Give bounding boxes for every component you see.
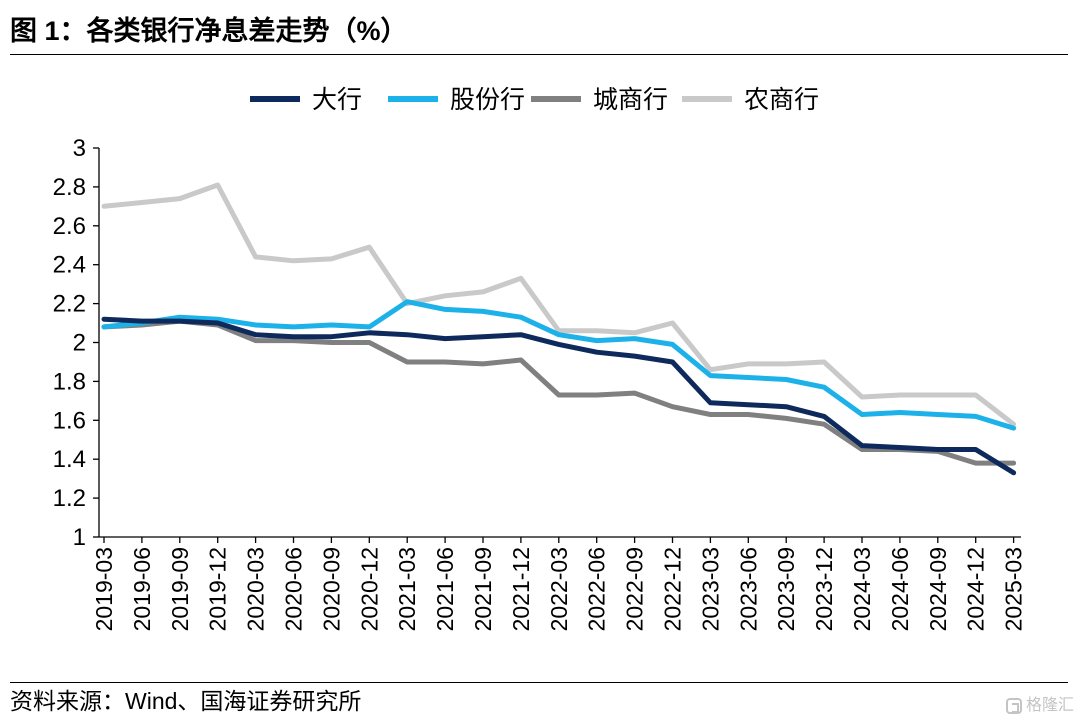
x-tick-label: 2022-06: [584, 547, 610, 631]
y-tick-label: 1.6: [53, 407, 86, 434]
logo-icon: [1005, 698, 1022, 714]
y-tick-label: 2: [73, 330, 86, 357]
x-axis-ticks: 2019-03 2019-06 2019-09 2019-12 2020-03 2020-…: [91, 537, 1027, 631]
legend-item: 农商行: [682, 86, 819, 114]
x-tick-label: 2023-06: [735, 547, 761, 631]
y-tick-label: 1.8: [53, 368, 86, 395]
x-tick-label: 2019-09: [167, 547, 193, 631]
figure-title: 图 1：各类银行净息差走势（%）: [10, 16, 408, 46]
x-tick-label: 2019-06: [129, 547, 155, 631]
x-tick-label: 2024-09: [925, 547, 951, 631]
watermark-text: 格隆汇: [1025, 697, 1074, 714]
y-tick-label: 2.2: [53, 291, 86, 318]
y-axis-ticks: 3 2.8 2.6 2.4 2.2 2 1.8 1.6 1.4 1.2 1: [53, 135, 99, 551]
series-line-大行: [101, 316, 1017, 476]
x-tick-label: 2022-09: [622, 547, 648, 631]
watermark-logo: 格隆汇: [1005, 696, 1074, 716]
x-tick-label: 2022-03: [546, 547, 572, 631]
x-tick-label: 2021-03: [394, 547, 420, 631]
series-lines: [101, 182, 1017, 476]
y-tick-label: 2.4: [53, 252, 86, 279]
x-tick-label: 2023-12: [811, 547, 837, 631]
x-tick-label: 2022-12: [660, 547, 686, 631]
x-tick-label: 2021-09: [470, 547, 496, 631]
x-tick-label: 2024-03: [849, 547, 875, 631]
legend-item: 城商行: [531, 86, 668, 114]
x-tick-label: 2020-12: [356, 547, 382, 631]
x-tick-label: 2021-06: [432, 547, 458, 631]
x-tick-label: 2024-12: [963, 547, 989, 631]
y-tick-label: 1.4: [53, 446, 86, 473]
x-tick-label: 2020-06: [281, 547, 307, 631]
legend-label: 农商行: [744, 86, 819, 114]
y-tick-label: 2.6: [53, 213, 86, 240]
y-tick-label: 1.2: [53, 485, 86, 512]
x-tick-label: 2023-09: [773, 547, 799, 631]
x-tick-label: 2024-06: [887, 547, 913, 631]
legend-label: 城商行: [593, 86, 668, 114]
x-tick-label: 2020-09: [318, 547, 344, 631]
y-tick-label: 2.8: [53, 174, 86, 201]
legend-item: 股份行: [388, 86, 525, 114]
x-tick-label: 2021-12: [508, 547, 534, 631]
x-tick-label: 2019-12: [205, 547, 231, 631]
legend-label: 大行: [312, 86, 362, 114]
y-tick-label: 1: [73, 524, 86, 551]
legend: 大行 股份行 城商行 农商行: [250, 86, 819, 114]
x-tick-label: 2023-03: [697, 547, 723, 631]
series-line-农商行: [101, 182, 1017, 427]
source-divider: [10, 682, 1068, 683]
x-tick-label: 2020-03: [243, 547, 269, 631]
series-line-城商行: [101, 318, 1017, 466]
legend-item: 大行: [250, 86, 362, 114]
legend-label: 股份行: [450, 86, 525, 114]
source-note: 资料来源：Wind、国海证券研究所: [10, 688, 362, 714]
series-line-股份行: [101, 299, 1017, 431]
y-tick-label: 3: [73, 135, 86, 162]
title-divider: [10, 54, 1068, 55]
x-tick-label: 2025-03: [1001, 547, 1027, 631]
x-tick-label: 2019-03: [91, 547, 117, 631]
